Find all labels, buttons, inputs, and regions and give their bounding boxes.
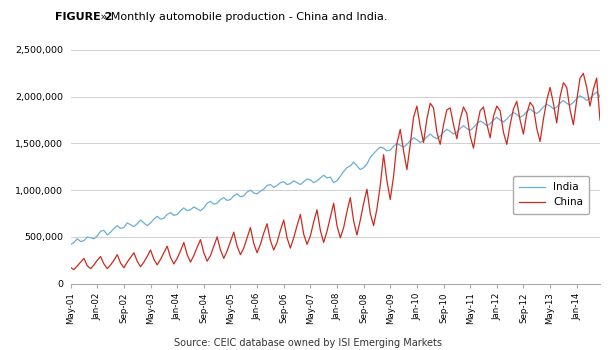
China xyxy=(597,118,604,122)
China xyxy=(220,256,228,260)
Text: FIGURE 2: FIGURE 2 xyxy=(55,12,113,22)
India xyxy=(569,100,577,104)
China xyxy=(363,187,371,191)
China xyxy=(67,266,74,270)
India xyxy=(67,242,74,246)
China xyxy=(177,249,184,253)
Line: China: China xyxy=(71,74,600,270)
India xyxy=(410,136,417,140)
India xyxy=(360,166,367,170)
India xyxy=(593,90,600,94)
Text: Source: CEIC database owned by ISI Emerging Markets: Source: CEIC database owned by ISI Emerg… xyxy=(173,338,442,348)
China xyxy=(580,71,587,76)
Legend: India, China: India, China xyxy=(513,176,590,214)
China xyxy=(573,98,581,103)
Line: India: India xyxy=(71,92,600,244)
India xyxy=(500,120,507,124)
China xyxy=(413,104,421,108)
China xyxy=(503,142,510,146)
Text: » Monthly automobile production - China and India.: » Monthly automobile production - China … xyxy=(97,12,387,22)
India xyxy=(216,197,224,202)
China xyxy=(70,267,77,272)
India xyxy=(173,212,181,217)
India xyxy=(597,94,604,99)
